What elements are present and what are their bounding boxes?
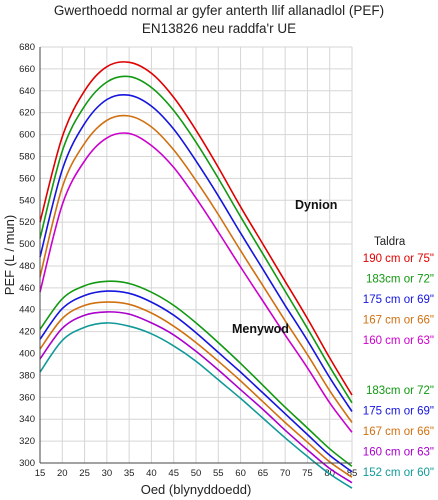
chart-title: Gwerthoedd normal ar gyfer anterth llif … [54, 3, 384, 18]
y-tick-label: 680 [19, 42, 35, 53]
y-tick-label: 420 [19, 327, 35, 338]
legend-item-women-3: 160 cm or 63" [363, 447, 434, 459]
x-axis-ticks: 15 20 25 30 35 40 45 50 55 60 65 70 75 80 85 [35, 468, 358, 479]
legend-item-men-4: 160 cm or 63" [363, 335, 434, 347]
series-line-women-0 [39, 280, 353, 467]
y-tick-label: 460 [19, 283, 35, 294]
x-tick-label: 50 [191, 468, 202, 479]
x-tick-label: 45 [168, 468, 179, 479]
y-tick-label: 640 [19, 86, 35, 97]
group-label-women: Menywod [232, 322, 289, 336]
legend-item-men-0: 190 cm or 75" [363, 253, 434, 265]
y-tick-label: 540 [19, 195, 35, 206]
y-tick-label: 360 [19, 392, 35, 403]
series-line-women-1 [39, 290, 353, 473]
x-tick-label: 40 [146, 468, 157, 479]
legend-item-women-0: 183cm or 72" [366, 385, 434, 397]
legend: 190 cm or 75" 183cm or 72" 175 cm or 69" 16… [363, 253, 434, 479]
chart-subtitle: EN13826 neu raddfa'r UE [142, 21, 296, 36]
y-tick-label: 600 [19, 130, 35, 141]
x-tick-label: 60 [235, 468, 246, 479]
series-line-women-2 [39, 301, 353, 478]
group-label-men: Dynion [295, 198, 337, 212]
x-axis-label: Oed (blynyddoedd) [141, 482, 252, 497]
y-axis-ticks: 300 320 340 360 380 400 420 440 460 480 500 520 540 5… [19, 42, 35, 469]
y-tick-label: 440 [19, 305, 35, 316]
y-tick-label: 520 [19, 217, 35, 228]
legend-item-men-3: 167 cm or 66" [363, 315, 434, 327]
y-tick-label: 340 [19, 414, 35, 425]
series-line-men-1 [39, 75, 353, 404]
x-tick-label: 15 [35, 468, 46, 479]
y-tick-label: 380 [19, 370, 35, 381]
y-tick-label: 620 [19, 108, 35, 119]
series-line-men-4 [39, 132, 353, 433]
y-axis-label: PEF (L / mun) [2, 215, 17, 295]
y-tick-label: 480 [19, 261, 35, 272]
legend-item-men-2: 175 cm or 69" [363, 294, 434, 306]
x-tick-label: 65 [258, 468, 269, 479]
x-tick-label: 55 [213, 468, 224, 479]
x-tick-label: 85 [347, 468, 358, 479]
series-line-men-2 [39, 93, 353, 412]
legend-item-women-2: 167 cm or 66" [363, 426, 434, 438]
legend-item-men-1: 183cm or 72" [366, 274, 434, 286]
series-line-men-0 [39, 61, 353, 396]
series-line-women-4 [39, 322, 353, 489]
x-tick-label: 70 [280, 468, 291, 479]
y-tick-label: 300 [19, 458, 35, 469]
x-tick-label: 20 [57, 468, 68, 479]
y-tick-label: 580 [19, 151, 35, 162]
series-line-women-3 [39, 311, 353, 484]
y-tick-label: 320 [19, 436, 35, 447]
series-lines [39, 61, 353, 489]
x-tick-label: 25 [79, 468, 90, 479]
y-tick-label: 400 [19, 349, 35, 360]
y-tick-label: 660 [19, 64, 35, 75]
y-tick-label: 560 [19, 173, 35, 184]
y-tick-label: 500 [19, 239, 35, 250]
grid [39, 46, 353, 464]
x-tick-label: 30 [102, 468, 113, 479]
legend-item-women-1: 175 cm or 69" [363, 406, 434, 418]
series-line-men-3 [39, 114, 353, 423]
legend-item-women-4: 152 cm or 60" [363, 467, 434, 479]
x-tick-label: 35 [124, 468, 135, 479]
x-tick-label: 75 [302, 468, 313, 479]
legend-title: Taldra [374, 236, 406, 248]
